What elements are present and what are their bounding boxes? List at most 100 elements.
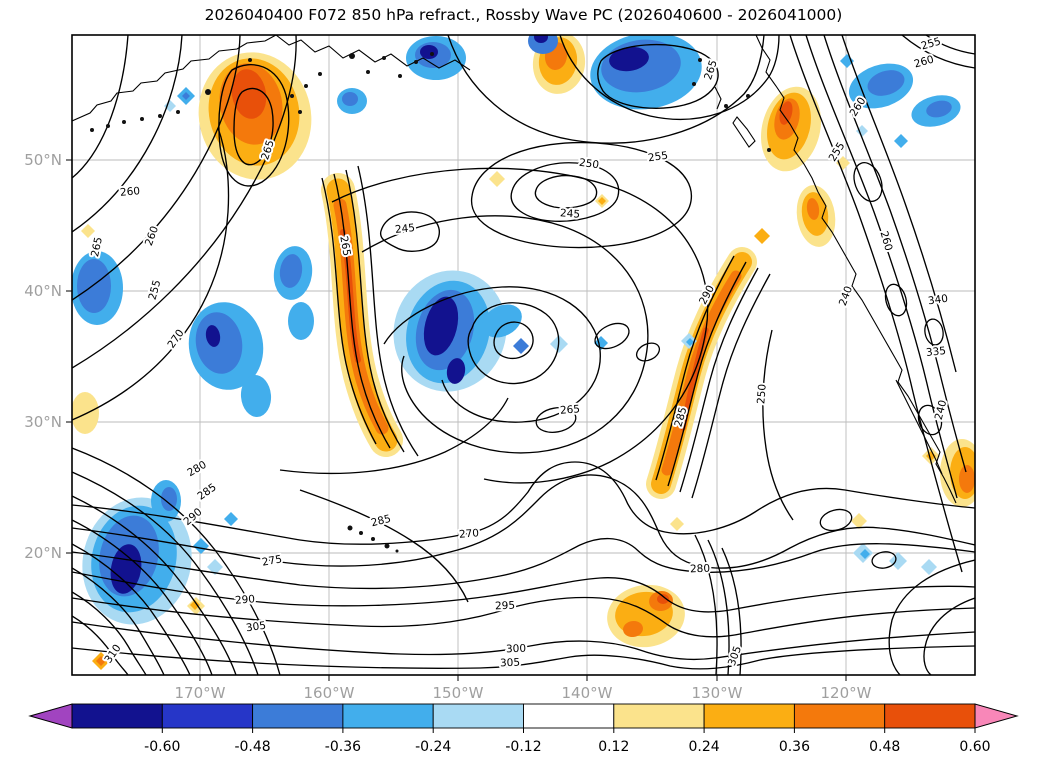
contour-line — [357, 165, 419, 457]
contour-line — [655, 255, 735, 481]
contour-line — [470, 141, 693, 249]
contour-loop — [594, 322, 630, 350]
island — [692, 82, 696, 86]
island — [347, 525, 353, 531]
island — [290, 94, 294, 98]
anomaly-cell — [164, 100, 176, 112]
contour-label: 305 — [500, 657, 520, 670]
contour-line — [72, 35, 241, 301]
anomaly-cell — [686, 338, 694, 346]
contour-label: 255 — [147, 279, 164, 301]
contour-line — [72, 447, 281, 675]
x-tick-label: 140°W — [562, 684, 613, 702]
y-tick-label: 20°N — [24, 544, 62, 562]
colorbar-tick-label: -0.36 — [325, 739, 361, 755]
anomaly-cell — [840, 54, 854, 68]
contour-label: 255 — [920, 35, 943, 52]
coastline — [732, 116, 756, 148]
anomaly-cell — [754, 228, 770, 244]
colorbar-segment — [793, 703, 886, 729]
coastline — [72, 35, 277, 122]
y-axis-labels: 50°N 40°N 30°N 20°N — [24, 151, 72, 562]
anomaly-blob — [446, 358, 466, 384]
coastlines — [72, 35, 957, 553]
contour-line — [823, 35, 967, 473]
x-tick-label: 170°W — [175, 684, 226, 702]
anomaly-blob — [288, 302, 314, 340]
anomaly-band — [680, 327, 709, 431]
anomaly-cell — [224, 512, 238, 526]
island — [176, 110, 180, 114]
contour-line — [721, 547, 742, 675]
contour-label: 300 — [506, 643, 526, 656]
contour-line — [345, 169, 405, 453]
island — [248, 58, 252, 62]
colorbar-segment — [252, 703, 344, 729]
contour-line — [72, 571, 975, 613]
anomaly-cell — [207, 559, 223, 575]
contour-label: 260 — [143, 225, 161, 248]
colorbar-tick-label: 0.60 — [959, 739, 990, 755]
island — [706, 72, 710, 76]
y-tick-label: 50°N — [24, 151, 62, 169]
anomaly-blob — [482, 304, 522, 338]
refract-contour-lines — [72, 35, 975, 675]
contour-line — [72, 519, 213, 675]
contour-line — [72, 615, 129, 675]
anomaly-blob — [279, 254, 303, 288]
contour-loop — [635, 342, 661, 362]
contour-line — [923, 597, 975, 675]
contour-loop — [917, 404, 943, 436]
colorbar-segment — [703, 703, 795, 729]
anomaly-cell — [894, 134, 908, 148]
island — [158, 114, 162, 118]
colorbar-tick-label: 0.12 — [598, 739, 629, 755]
contour-line — [679, 267, 759, 493]
anomaly-cell — [489, 171, 505, 187]
contour-line — [901, 35, 975, 69]
colorbar-segment — [884, 703, 976, 729]
contour-label: 335 — [925, 345, 946, 359]
contour-loop — [884, 283, 908, 317]
contour-label: 270 — [459, 527, 480, 540]
contour-label: 255 — [647, 150, 669, 165]
anomaly-blob — [657, 594, 669, 604]
contour-label: 275 — [261, 553, 283, 568]
anomaly-cell — [889, 552, 907, 570]
contour-label: 240 — [933, 399, 949, 421]
anomaly-cell — [860, 549, 870, 559]
contour-line — [72, 537, 975, 590]
island — [746, 94, 750, 98]
contour-line — [361, 215, 649, 454]
anomaly-blob — [77, 259, 111, 313]
contour-line — [694, 534, 718, 675]
island — [349, 53, 355, 59]
island — [140, 117, 144, 121]
anomaly-blob — [240, 375, 272, 417]
contour-label: 250 — [755, 384, 768, 405]
contour-line — [72, 474, 975, 569]
island — [366, 70, 370, 74]
contour-label: 240 — [837, 285, 855, 308]
contour-line — [218, 64, 290, 187]
contour-line — [72, 35, 183, 233]
x-tick-label: 150°W — [433, 684, 484, 702]
anomaly-blob — [609, 46, 649, 72]
contour-label: 340 — [927, 293, 949, 308]
anomaly-blob — [806, 198, 820, 220]
contour-label: 280 — [185, 459, 208, 479]
island — [318, 72, 322, 76]
colorbar-tick-label: 0.36 — [779, 739, 810, 755]
contour-label: 290 — [181, 506, 204, 528]
coastline — [895, 379, 943, 475]
anomaly-blob — [423, 296, 459, 356]
contour-label: 280 — [690, 563, 710, 576]
colorbar-segment — [342, 703, 434, 729]
anomaly-blob — [420, 45, 438, 59]
anomaly-cell — [182, 92, 190, 100]
contour-line — [691, 273, 771, 499]
contour-line — [493, 321, 534, 360]
contour-line — [667, 261, 747, 487]
y-tick-label: 30°N — [24, 413, 62, 431]
contour-loop — [924, 318, 944, 346]
